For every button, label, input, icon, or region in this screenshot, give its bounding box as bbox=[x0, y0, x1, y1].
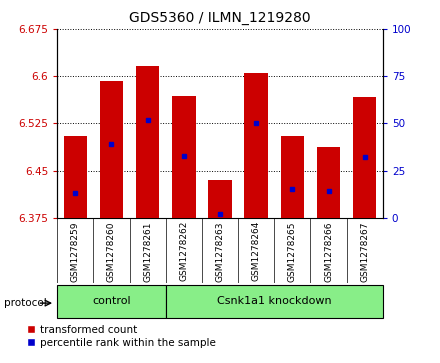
Bar bbox=[166, 285, 383, 318]
Bar bbox=[172, 96, 195, 218]
Bar bbox=[63, 136, 87, 218]
Text: GSM1278259: GSM1278259 bbox=[71, 221, 80, 282]
Bar bbox=[57, 285, 166, 318]
Text: GSM1278263: GSM1278263 bbox=[216, 221, 224, 282]
Bar bbox=[317, 147, 340, 218]
Legend: transformed count, percentile rank within the sample: transformed count, percentile rank withi… bbox=[27, 325, 216, 348]
Text: GSM1278262: GSM1278262 bbox=[180, 221, 188, 281]
Text: GSM1278266: GSM1278266 bbox=[324, 221, 333, 282]
Text: protocol: protocol bbox=[4, 298, 47, 308]
Text: GSM1278264: GSM1278264 bbox=[252, 221, 260, 281]
Bar bbox=[208, 180, 232, 218]
Text: GSM1278267: GSM1278267 bbox=[360, 221, 369, 282]
Text: control: control bbox=[92, 295, 131, 306]
Bar bbox=[353, 97, 377, 218]
Text: GSM1278265: GSM1278265 bbox=[288, 221, 297, 282]
Bar bbox=[281, 136, 304, 218]
Text: GSM1278260: GSM1278260 bbox=[107, 221, 116, 282]
Title: GDS5360 / ILMN_1219280: GDS5360 / ILMN_1219280 bbox=[129, 11, 311, 25]
Text: Csnk1a1 knockdown: Csnk1a1 knockdown bbox=[217, 295, 332, 306]
Bar bbox=[136, 66, 159, 218]
Bar bbox=[100, 81, 123, 218]
Bar bbox=[245, 73, 268, 218]
Text: GSM1278261: GSM1278261 bbox=[143, 221, 152, 282]
